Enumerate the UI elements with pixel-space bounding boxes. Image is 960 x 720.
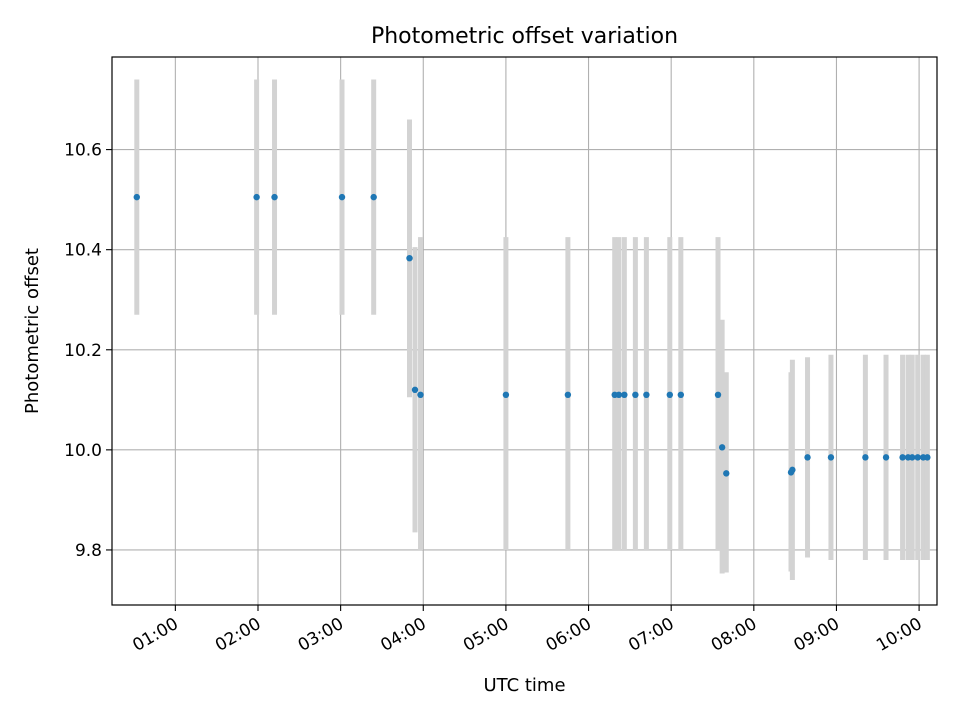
data-point xyxy=(899,454,906,461)
data-point xyxy=(338,193,346,201)
data-point xyxy=(666,391,674,399)
y-tick-label: 9.8 xyxy=(75,541,102,561)
x-axis-label: UTC time xyxy=(483,675,565,696)
data-point xyxy=(643,391,650,399)
data-point xyxy=(827,454,835,461)
data-point xyxy=(924,454,931,461)
chart-title: Photometric offset variation xyxy=(371,24,678,49)
data-point xyxy=(621,391,628,399)
data-point xyxy=(370,193,377,201)
data-point xyxy=(406,254,413,262)
data-point xyxy=(723,470,730,477)
data-point xyxy=(632,391,639,399)
data-point xyxy=(909,454,916,461)
y-axis-ticks: 9.8 10.0 10.2 10.4 10.6 xyxy=(64,141,112,561)
data-point xyxy=(133,193,140,201)
data-point xyxy=(417,391,424,399)
data-point xyxy=(882,454,890,461)
data-point xyxy=(615,391,623,399)
y-tick-label: 10.0 xyxy=(64,441,102,461)
data-point xyxy=(804,454,811,461)
data-point xyxy=(862,454,869,461)
y-axis-label: Photometric offset xyxy=(22,248,43,414)
data-points xyxy=(133,193,931,477)
y-tick-label: 10.4 xyxy=(64,241,102,261)
plot-frame xyxy=(111,56,938,606)
data-point xyxy=(502,391,510,399)
data-point xyxy=(564,391,572,399)
data-point xyxy=(789,466,796,474)
data-point xyxy=(411,386,419,394)
data-point xyxy=(271,193,278,201)
data-point xyxy=(914,454,921,461)
y-tick-label: 10.6 xyxy=(64,141,102,161)
data-point xyxy=(718,444,726,451)
data-point xyxy=(677,391,685,399)
data-point xyxy=(253,193,260,201)
y-tick-label: 10.2 xyxy=(64,341,102,361)
data-point xyxy=(714,391,722,399)
